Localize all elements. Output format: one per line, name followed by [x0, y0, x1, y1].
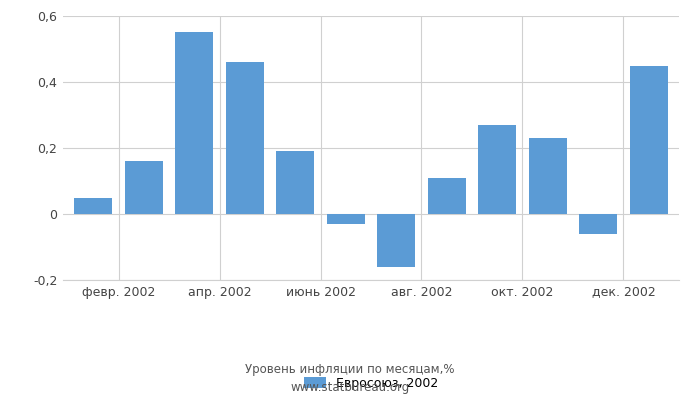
Bar — [630, 66, 668, 214]
Bar — [327, 214, 365, 224]
Bar — [175, 32, 214, 214]
Bar — [377, 214, 415, 267]
Bar — [580, 214, 617, 234]
Bar — [428, 178, 466, 214]
Text: www.statbureau.org: www.statbureau.org — [290, 382, 410, 394]
Bar — [125, 161, 162, 214]
Bar — [478, 125, 516, 214]
Bar — [74, 198, 112, 214]
Bar — [528, 138, 567, 214]
Bar — [276, 151, 314, 214]
Bar — [226, 62, 264, 214]
Legend: Евросоюз, 2002: Евросоюз, 2002 — [304, 377, 438, 390]
Text: Уровень инфляции по месяцам,%: Уровень инфляции по месяцам,% — [245, 364, 455, 376]
